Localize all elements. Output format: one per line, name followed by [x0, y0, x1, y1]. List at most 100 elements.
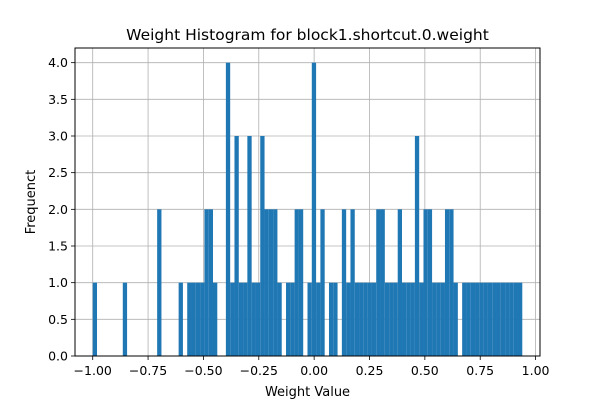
histogram-bar — [247, 136, 252, 356]
y-tick-label: 1.5 — [48, 239, 68, 254]
chart-title: Weight Histogram for block1.shortcut.0.w… — [126, 26, 489, 44]
histogram-bar — [479, 282, 484, 356]
histogram-bar — [367, 282, 372, 356]
histogram-bar — [389, 282, 394, 356]
histogram-bar — [517, 282, 523, 356]
histogram-bar — [414, 136, 420, 356]
histogram-bar — [294, 209, 299, 356]
y-tick-label: 2.0 — [48, 202, 68, 217]
histogram-bar — [359, 282, 364, 356]
histogram-bar — [410, 282, 415, 356]
histogram-bar — [384, 282, 390, 356]
histogram-bar — [500, 282, 506, 356]
histogram-bar — [298, 209, 304, 356]
histogram-bar — [354, 282, 360, 356]
histogram-bar — [260, 136, 265, 356]
bars-layer — [92, 62, 523, 357]
histogram-bar — [264, 209, 269, 356]
histogram-bar — [328, 282, 334, 356]
histogram-bar — [311, 62, 317, 357]
histogram-bar — [449, 209, 454, 356]
histogram-bar — [406, 282, 411, 356]
histogram-bar — [346, 282, 351, 356]
histogram-bar — [483, 282, 488, 356]
histogram-bar — [509, 282, 514, 356]
y-tick-label: 3.0 — [48, 129, 68, 144]
histogram-bar — [496, 282, 501, 356]
histogram-bar — [187, 282, 192, 356]
x-tick-label: 1.00 — [522, 363, 550, 378]
histogram-bar — [470, 282, 476, 356]
x-tick-label: −0.25 — [240, 363, 278, 378]
histogram-bar — [191, 282, 196, 356]
histogram-bar — [255, 282, 261, 356]
histogram-bar — [333, 282, 338, 356]
histogram-bar — [200, 282, 205, 356]
histogram-bar — [402, 282, 407, 356]
x-tick-label: 0.00 — [300, 363, 328, 378]
y-tick-label: 2.5 — [48, 165, 68, 180]
histogram-bar — [440, 282, 445, 356]
histogram-bar — [307, 282, 312, 356]
ticks-layer: −1.00 −0.75 −0.50 −0.25 0.00 0.25 0.50 0.75 1.00… — [48, 55, 549, 378]
histogram-bar — [316, 282, 321, 356]
histogram-bar — [363, 282, 368, 356]
plot-frame — [74, 47, 541, 357]
histogram-bar — [397, 209, 403, 356]
histogram-bar — [432, 282, 437, 356]
histogram-bar — [234, 136, 239, 356]
histogram-bar — [92, 282, 98, 356]
histogram-bar — [212, 282, 218, 356]
histogram-bar — [122, 282, 128, 356]
histogram-bar — [208, 209, 213, 356]
x-tick-label: 0.25 — [356, 363, 384, 378]
histogram-bar — [157, 209, 162, 356]
y-tick-label: 0.0 — [48, 349, 68, 364]
histogram-bar — [419, 282, 424, 356]
histogram-bar — [225, 62, 231, 357]
histogram-bar — [230, 282, 235, 356]
histogram-bar — [251, 282, 256, 356]
histogram-bar — [492, 282, 497, 356]
grid-layer — [75, 48, 540, 357]
histogram-bar — [341, 209, 347, 356]
histogram-bar — [423, 209, 428, 356]
histogram-bar — [371, 282, 377, 356]
y-axis-label: Frequenct — [24, 170, 39, 235]
histogram-bar — [462, 282, 467, 356]
histogram-bar — [238, 282, 244, 356]
histogram-bar — [475, 282, 480, 356]
histogram-bar — [513, 282, 518, 356]
histogram-bar — [243, 282, 248, 356]
histogram-bar — [286, 282, 291, 356]
y-tick-label: 0.5 — [48, 312, 68, 327]
histogram-bar — [444, 209, 450, 356]
histogram-bar — [393, 282, 398, 356]
histogram-bar — [290, 282, 295, 356]
histogram-bar — [487, 282, 493, 356]
histogram-bar — [178, 282, 183, 356]
x-tick-label: −1.00 — [74, 363, 112, 378]
histogram-bar — [453, 282, 458, 356]
x-tick-label: −0.75 — [129, 363, 167, 378]
histogram-bar — [376, 209, 381, 356]
histogram-bar — [320, 209, 325, 356]
y-tick-label: 1.0 — [48, 275, 68, 290]
histogram-bar — [436, 282, 441, 356]
y-tick-label: 4.0 — [48, 55, 68, 70]
histogram-bar — [277, 282, 282, 356]
histogram-bar — [505, 282, 510, 356]
histogram-bar — [466, 282, 471, 356]
x-tick-label: 0.50 — [411, 363, 439, 378]
x-axis-label: Weight Value — [265, 385, 350, 400]
x-tick-label: 0.75 — [466, 363, 494, 378]
histogram-bar — [268, 209, 274, 356]
histogram-bar — [427, 209, 433, 356]
histogram-bar — [204, 209, 209, 356]
histogram-bar — [195, 282, 201, 356]
histogram-bar — [273, 209, 278, 356]
histogram-bar — [350, 209, 355, 356]
histogram-bar — [380, 209, 385, 356]
x-tick-label: −0.50 — [184, 363, 222, 378]
